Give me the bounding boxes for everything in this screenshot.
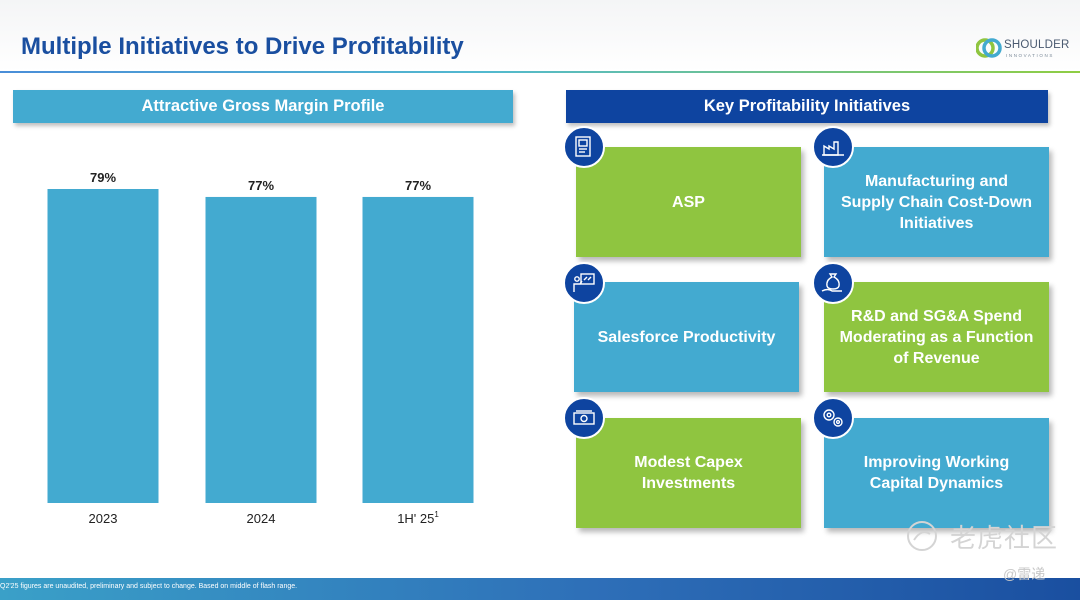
presenter-board-icon xyxy=(563,262,605,304)
watermark-logo-icon xyxy=(907,521,937,551)
watermark-subtext: @雷递 xyxy=(1003,566,1046,582)
factory-icon xyxy=(812,126,854,168)
title-bar xyxy=(0,0,1080,72)
money-bag-hand-icon xyxy=(812,262,854,304)
initiative-label: R&D and SG&A Spend Moderating as a Funct… xyxy=(839,307,1034,367)
initiative-label: ASP xyxy=(672,193,705,211)
watermark-text: 老虎社区 xyxy=(950,523,1059,553)
bar-value-label: 79% xyxy=(90,170,116,185)
category-label: 2024 xyxy=(247,511,276,526)
logo-subtext: INNOVATIONS xyxy=(1006,53,1054,58)
bar-2023 xyxy=(47,189,159,503)
initiative-tile-rd-sga: R&D and SG&A Spend Moderating as a Funct… xyxy=(824,282,1049,392)
footnote: Q2'25 figures are unaudited, preliminary… xyxy=(0,583,298,590)
initiative-label: Improving Working Capital Dynamics xyxy=(863,454,1010,492)
gears-icon xyxy=(812,397,854,439)
initiative-tile-manufacturing: Manufacturing and Supply Chain Cost-Down… xyxy=(824,147,1049,257)
banknote-icon xyxy=(563,397,605,439)
bar-1h25 xyxy=(362,196,474,503)
bar-value-label: 77% xyxy=(405,178,431,193)
page-title: Multiple Initiatives to Drive Profitabil… xyxy=(21,33,464,60)
title-divider xyxy=(0,71,1080,73)
initiative-tile-asp: ASP xyxy=(576,147,801,257)
gross-margin-chart: 79% 2023 77% 2024 77% 1H' 251 xyxy=(47,170,474,526)
footnote-marker: 1 xyxy=(434,510,439,519)
logo-text: SHOULDER xyxy=(1004,39,1070,51)
logo-icon xyxy=(976,38,1002,58)
initiative-label: Manufacturing and Supply Chain Cost-Down… xyxy=(840,172,1033,232)
category-label: 1H' 251 xyxy=(397,510,439,526)
footer-bar xyxy=(0,578,1080,600)
initiative-label: Salesforce Productivity xyxy=(597,328,776,346)
category-label: 2023 xyxy=(89,511,118,526)
initiatives-header: Key Profitability Initiatives xyxy=(566,90,1048,123)
gross-margin-header: Attractive Gross Margin Profile xyxy=(13,90,513,123)
document-chart-icon xyxy=(563,126,605,168)
bar-2024 xyxy=(205,196,317,503)
initiative-tile-capex: Modest Capex Investments xyxy=(576,418,801,528)
initiative-tile-working-capital: Improving Working Capital Dynamics xyxy=(824,418,1049,528)
company-logo: SHOULDER INNOVATIONS xyxy=(976,36,1076,62)
bar-value-label: 77% xyxy=(248,178,274,193)
initiative-tile-salesforce: Salesforce Productivity xyxy=(574,282,799,392)
initiative-label: Modest Capex Investments xyxy=(634,454,743,492)
